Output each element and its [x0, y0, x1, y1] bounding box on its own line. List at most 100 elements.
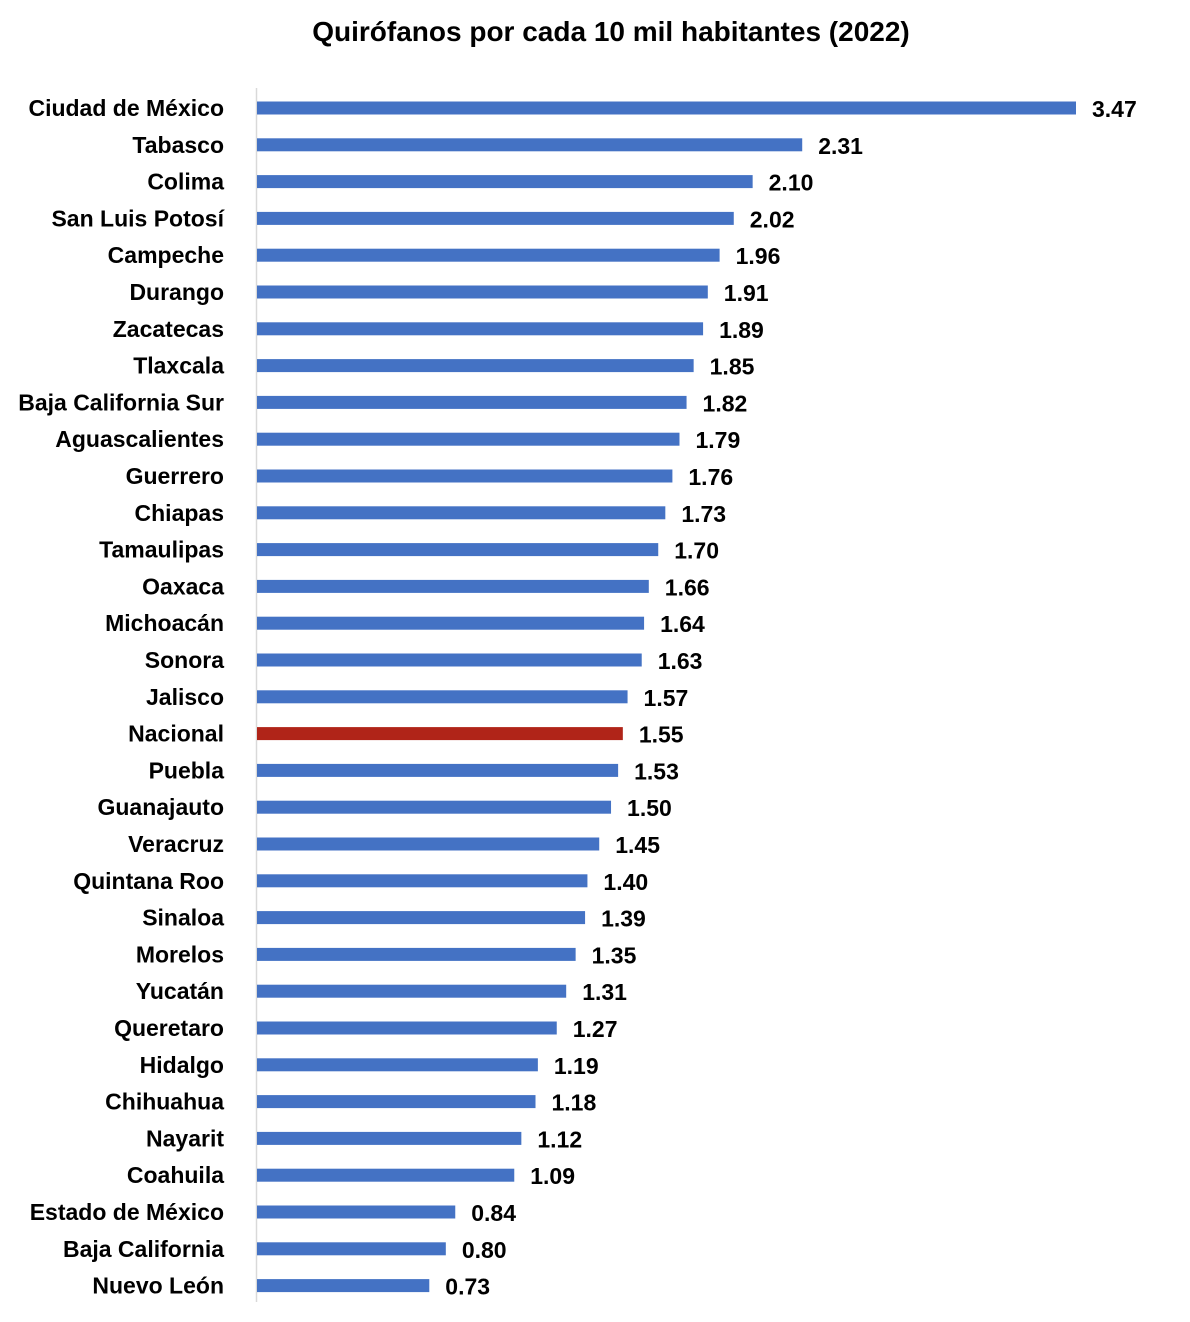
bar: [257, 1021, 557, 1035]
bar: [257, 469, 673, 483]
value-label: 1.40: [603, 869, 648, 895]
category-label: Nuevo León: [92, 1273, 224, 1299]
category-label: Quintana Roo: [73, 868, 224, 894]
category-label: Oaxaca: [142, 573, 224, 599]
value-label: 1.55: [639, 722, 684, 748]
value-label: 1.82: [703, 390, 748, 416]
bar: [257, 1095, 536, 1109]
category-label: Sinaloa: [142, 905, 224, 931]
bar: [257, 285, 708, 299]
category-label: Chiapas: [135, 500, 224, 526]
bar: [257, 837, 600, 851]
category-label: Chihuahua: [105, 1089, 224, 1115]
category-label: Aguascalientes: [55, 426, 224, 452]
bar: [257, 579, 649, 593]
value-label: 2.31: [818, 133, 863, 159]
bar: [257, 1131, 522, 1145]
bar: [257, 395, 687, 409]
bar: [257, 653, 642, 667]
value-label: 1.12: [537, 1126, 582, 1152]
value-label: 1.53: [634, 758, 679, 784]
category-label: Baja California: [63, 1236, 224, 1262]
value-label: 1.76: [688, 464, 733, 490]
value-label: 1.57: [644, 685, 689, 711]
category-label: Zacatecas: [113, 316, 224, 342]
bar: [257, 727, 623, 741]
bar: [257, 1279, 430, 1293]
bar: [257, 138, 803, 152]
category-label: Guanajauto: [97, 794, 224, 820]
category-label: Morelos: [136, 941, 224, 967]
bar: [257, 763, 619, 777]
value-label: 1.39: [601, 906, 646, 932]
bar: [257, 947, 576, 961]
value-label: 0.80: [462, 1237, 507, 1263]
category-label: Sonora: [145, 647, 224, 673]
bar: [257, 1168, 515, 1182]
category-label: Hidalgo: [140, 1052, 224, 1078]
bar: [257, 543, 659, 557]
value-label: 2.10: [769, 170, 814, 196]
value-label: 1.89: [719, 317, 764, 343]
bar: [257, 248, 720, 262]
value-label: 1.91: [724, 280, 769, 306]
value-label: 1.70: [674, 538, 719, 564]
category-label: Estado de México: [30, 1199, 224, 1225]
value-label: 1.50: [627, 795, 672, 821]
chart-title: Quirófanos por cada 10 mil habitantes (2…: [312, 16, 910, 47]
value-label: 1.09: [530, 1163, 575, 1189]
value-label: 1.66: [665, 574, 710, 600]
value-label: 1.63: [658, 648, 703, 674]
value-label: 1.79: [695, 427, 740, 453]
bar: [257, 1242, 446, 1256]
category-label: Campeche: [108, 242, 224, 268]
category-label: Ciudad de México: [28, 95, 224, 121]
category-label: Durango: [129, 279, 224, 305]
category-label: Colima: [147, 169, 224, 195]
bar: [257, 322, 704, 336]
category-label: San Luis Potosí: [51, 205, 225, 231]
category-label: Yucatán: [136, 978, 224, 1004]
bar: [257, 1058, 538, 1072]
bar: [257, 432, 680, 446]
value-label: 1.85: [710, 354, 755, 380]
category-label: Tlaxcala: [133, 353, 224, 379]
bar: [257, 211, 734, 225]
category-label: Nayarit: [146, 1125, 224, 1151]
value-label: 1.19: [554, 1053, 599, 1079]
category-label: Tamaulipas: [99, 537, 224, 563]
bar: [257, 175, 753, 189]
bar: [257, 984, 567, 998]
value-label: 1.18: [552, 1090, 597, 1116]
bar: [257, 911, 586, 925]
value-label: 1.31: [582, 979, 627, 1005]
category-label: Nacional: [128, 721, 224, 747]
category-label: Tabasco: [132, 132, 224, 158]
value-label: 1.27: [573, 1016, 618, 1042]
category-label: Coahuila: [127, 1162, 224, 1188]
value-label: 1.96: [736, 243, 781, 269]
bar: [257, 690, 628, 704]
category-label: Michoacán: [105, 610, 224, 636]
bar: [257, 101, 1076, 115]
bar: [257, 616, 645, 630]
category-label: Puebla: [149, 757, 225, 783]
value-label: 0.73: [445, 1274, 490, 1300]
value-label: 3.47: [1092, 96, 1137, 122]
category-label: Jalisco: [146, 684, 224, 710]
bar: [257, 359, 694, 373]
category-label: Veracruz: [128, 831, 224, 857]
value-label: 1.64: [660, 611, 705, 637]
bar: [257, 506, 666, 520]
value-label: 0.84: [471, 1200, 516, 1226]
value-label: 1.45: [615, 832, 660, 858]
value-label: 1.73: [681, 501, 726, 527]
bar: [257, 800, 612, 814]
category-label: Queretaro: [114, 1015, 224, 1041]
bar: [257, 874, 588, 888]
value-label: 2.02: [750, 206, 795, 232]
bar: [257, 1205, 456, 1219]
category-label: Guerrero: [126, 463, 224, 489]
category-label: Baja California Sur: [18, 389, 224, 415]
